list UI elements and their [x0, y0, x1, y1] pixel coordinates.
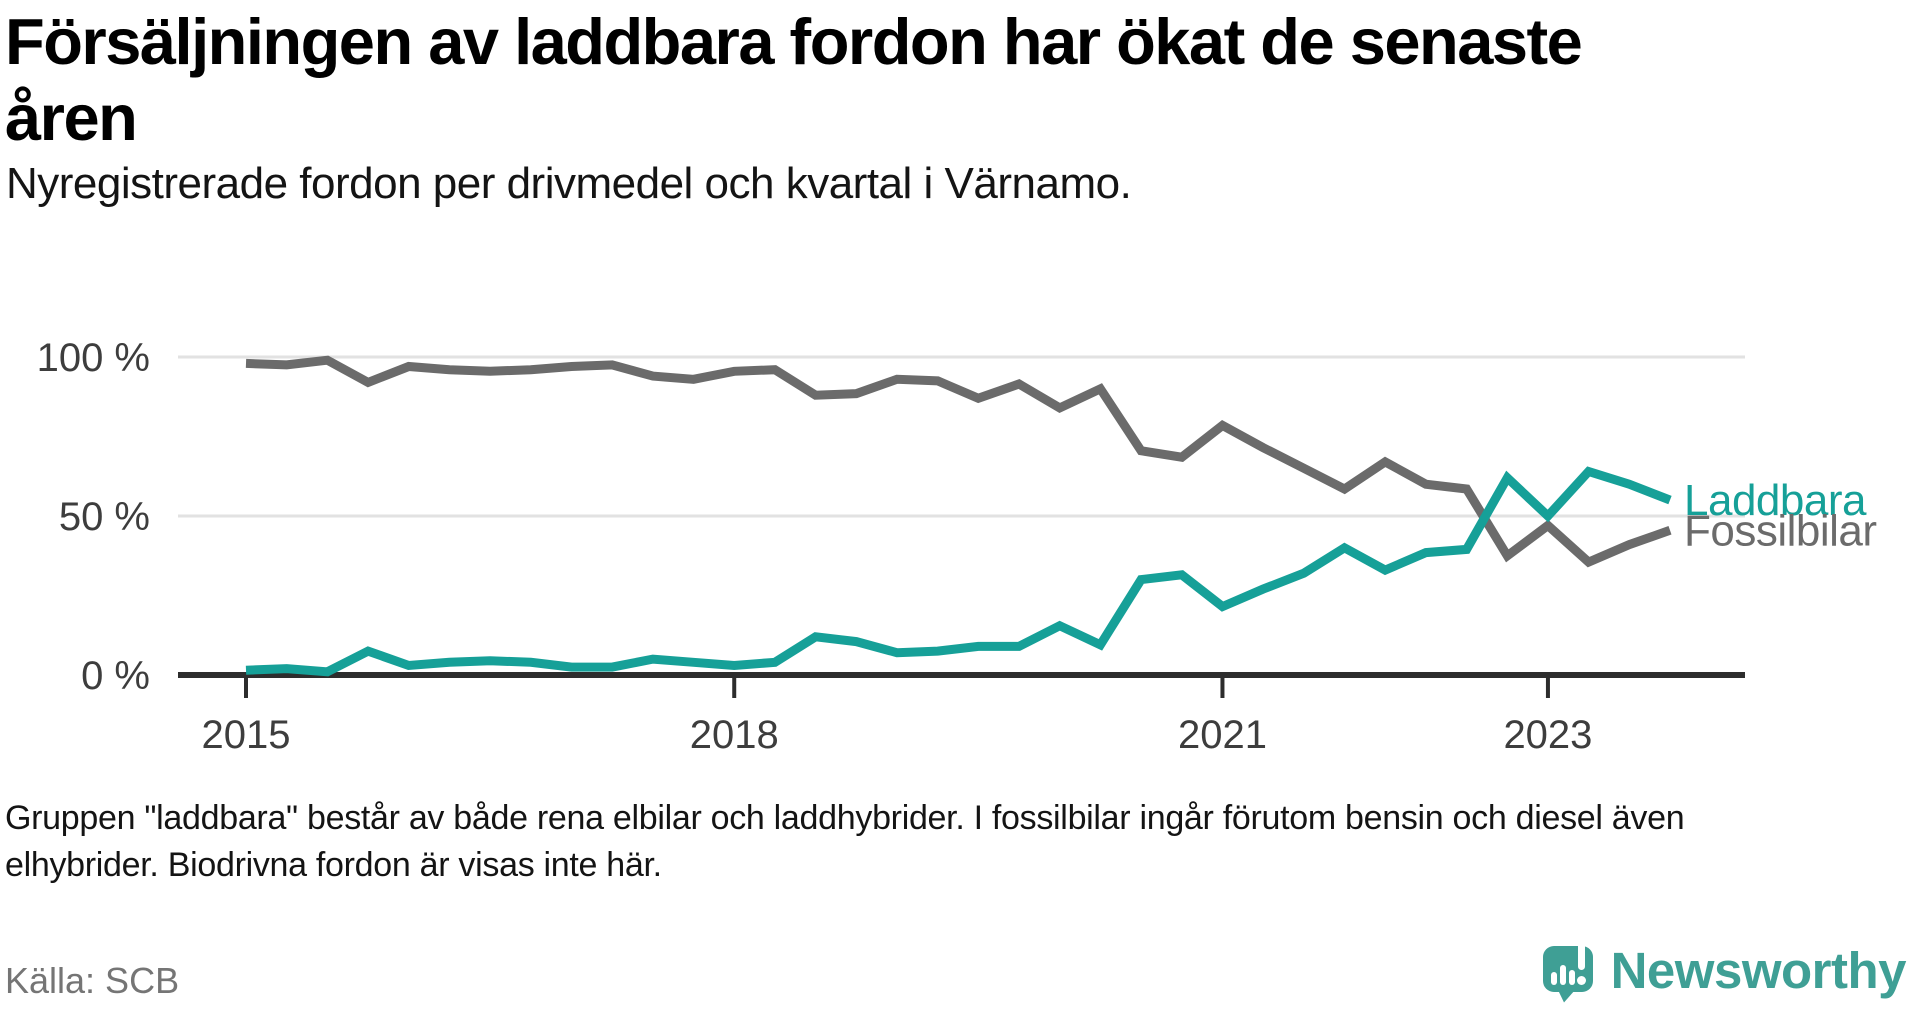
speech-bubble-chart-icon: [1542, 941, 1593, 1003]
y-tick-label: 100 %: [37, 336, 150, 380]
y-axis-labels: 100 % 50 % 0 %: [37, 336, 150, 698]
page-title-line2: åren: [5, 81, 138, 154]
newsworthy-wordmark: Newsworthy: [1610, 942, 1907, 999]
newsworthy-logo-icon: [1542, 941, 1593, 1003]
footnote: Gruppen "laddbara" består av både rena e…: [5, 795, 1685, 889]
line-chart: 100 % 50 % 0 % 2015 2018 2021 2023 Laddbara F…: [37, 336, 1877, 757]
x-tick-label: 2023: [1503, 713, 1592, 757]
source-label: Källa: SCB: [5, 960, 180, 1001]
x-tick-label: 2021: [1178, 713, 1267, 757]
newsworthy-logo: Newsworthy: [1542, 938, 1907, 1003]
page-title-line1: Försäljningen av laddbara fordon har öka…: [5, 5, 1583, 78]
footnote-line2: elhybrider. Biodrivna fordon är visas in…: [5, 846, 662, 884]
page-title: Försäljningen av laddbara fordon har öka…: [5, 4, 1865, 156]
fossilbilar-line: [245, 355, 1672, 568]
chart-subtitle: Nyregistrerade fordon per drivmedel och …: [6, 159, 1132, 208]
gridlines: [178, 355, 1745, 518]
x-tick-label: 2018: [690, 713, 779, 757]
y-tick-label: 50 %: [59, 495, 150, 539]
footnote-line1: Gruppen "laddbara" består av både rena e…: [5, 799, 1685, 837]
x-tick-label: 2015: [202, 713, 291, 757]
laddbara-line-label: Laddbara: [1684, 476, 1867, 525]
laddbara-line: [245, 466, 1672, 677]
x-axis-ticks: 2015 2018 2021 2023: [202, 678, 1592, 757]
y-tick-label: 0 %: [81, 654, 150, 698]
fossilbilar-line-label: Fossilbilar: [1684, 506, 1877, 555]
